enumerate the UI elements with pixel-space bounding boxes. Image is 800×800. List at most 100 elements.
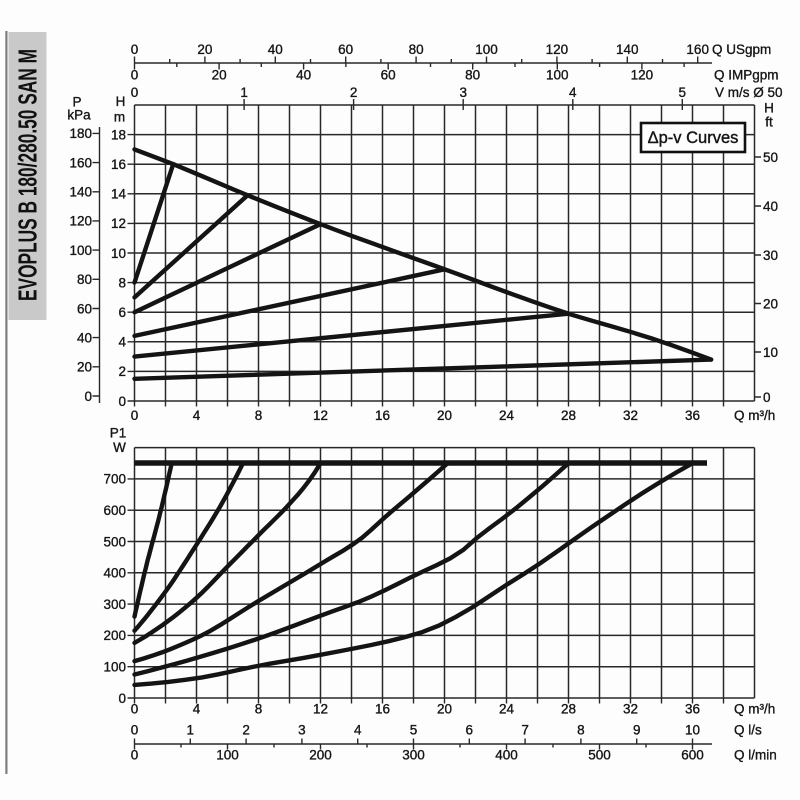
- svg-text:P: P: [72, 95, 81, 110]
- svg-text:80: 80: [409, 42, 424, 57]
- svg-text:Q m³/h: Q m³/h: [734, 408, 775, 423]
- svg-text:24: 24: [499, 408, 515, 423]
- svg-text:3: 3: [459, 85, 467, 100]
- svg-text:5: 5: [410, 723, 418, 738]
- svg-text:100: 100: [69, 243, 92, 258]
- svg-text:500: 500: [103, 534, 126, 549]
- svg-text:20: 20: [437, 702, 452, 717]
- svg-text:120: 120: [69, 214, 92, 229]
- svg-text:24: 24: [499, 702, 515, 717]
- svg-text:600: 600: [103, 503, 126, 518]
- svg-text:2: 2: [242, 723, 250, 738]
- svg-text:16: 16: [111, 157, 126, 172]
- svg-text:4: 4: [569, 85, 577, 100]
- svg-text:7: 7: [521, 723, 529, 738]
- svg-text:36: 36: [685, 408, 700, 423]
- svg-text:Q USgpm: Q USgpm: [712, 42, 771, 57]
- svg-text:160: 160: [69, 155, 92, 170]
- svg-text:500: 500: [588, 747, 611, 762]
- svg-text:120: 120: [631, 67, 654, 82]
- svg-text:0: 0: [118, 394, 126, 409]
- svg-text:1: 1: [187, 723, 195, 738]
- svg-text:700: 700: [103, 472, 126, 487]
- svg-text:200: 200: [309, 747, 332, 762]
- svg-text:8: 8: [255, 408, 263, 423]
- svg-text:0: 0: [84, 389, 92, 404]
- svg-text:160: 160: [686, 42, 709, 57]
- svg-text:60: 60: [77, 301, 92, 316]
- svg-text:20: 20: [77, 360, 92, 375]
- svg-text:80: 80: [77, 272, 92, 287]
- svg-text:140: 140: [69, 185, 92, 200]
- svg-text:140: 140: [616, 42, 639, 57]
- svg-text:1: 1: [240, 85, 248, 100]
- svg-text:300: 300: [103, 597, 126, 612]
- svg-text:16: 16: [375, 408, 390, 423]
- svg-text:30: 30: [763, 248, 778, 263]
- svg-text:100: 100: [216, 747, 239, 762]
- svg-text:4: 4: [193, 408, 201, 423]
- svg-text:H: H: [764, 101, 774, 116]
- svg-text:4: 4: [118, 335, 126, 350]
- svg-text:P1: P1: [110, 426, 127, 441]
- svg-text:20: 20: [197, 42, 212, 57]
- svg-text:120: 120: [546, 42, 569, 57]
- svg-text:50: 50: [763, 150, 778, 165]
- svg-text:0: 0: [131, 408, 139, 423]
- svg-text:100: 100: [475, 42, 498, 57]
- svg-text:60: 60: [381, 67, 396, 82]
- svg-text:40: 40: [77, 330, 92, 345]
- svg-text:28: 28: [561, 702, 576, 717]
- svg-text:28: 28: [561, 408, 576, 423]
- svg-text:20: 20: [212, 67, 227, 82]
- svg-text:ft: ft: [765, 115, 773, 130]
- svg-text:40: 40: [268, 42, 283, 57]
- svg-text:0: 0: [131, 747, 139, 762]
- svg-text:10: 10: [763, 345, 778, 360]
- svg-text:kPa: kPa: [67, 108, 91, 123]
- svg-text:4: 4: [193, 702, 201, 717]
- svg-text:400: 400: [495, 747, 518, 762]
- svg-text:Q l/s: Q l/s: [734, 723, 762, 738]
- svg-text:V m/s Ø 50: V m/s Ø 50: [715, 85, 783, 100]
- svg-text:2: 2: [350, 85, 358, 100]
- svg-text:9: 9: [633, 723, 641, 738]
- svg-text:10: 10: [111, 246, 126, 261]
- svg-text:8: 8: [577, 723, 585, 738]
- svg-text:0: 0: [131, 723, 139, 738]
- svg-text:100: 100: [103, 660, 126, 675]
- svg-text:200: 200: [103, 628, 126, 643]
- svg-text:400: 400: [103, 566, 126, 581]
- svg-text:Q m³/h: Q m³/h: [734, 702, 775, 717]
- svg-text:80: 80: [465, 67, 480, 82]
- svg-text:12: 12: [313, 408, 328, 423]
- svg-text:0: 0: [763, 390, 771, 405]
- svg-text:Q l/min: Q l/min: [734, 747, 777, 762]
- svg-text:32: 32: [623, 408, 638, 423]
- svg-text:2: 2: [118, 364, 126, 379]
- svg-text:60: 60: [338, 42, 353, 57]
- svg-text:300: 300: [402, 747, 425, 762]
- svg-text:0: 0: [131, 42, 139, 57]
- svg-text:5: 5: [679, 85, 687, 100]
- svg-text:0: 0: [131, 85, 139, 100]
- svg-text:36: 36: [685, 702, 700, 717]
- svg-text:14: 14: [111, 187, 127, 202]
- svg-text:W: W: [113, 440, 126, 455]
- svg-text:H: H: [116, 94, 126, 109]
- svg-text:20: 20: [437, 408, 452, 423]
- svg-text:20: 20: [763, 296, 778, 311]
- svg-text:12: 12: [111, 216, 126, 231]
- svg-text:6: 6: [118, 305, 126, 320]
- svg-text:40: 40: [763, 199, 778, 214]
- svg-text:8: 8: [255, 702, 263, 717]
- svg-text:180: 180: [69, 126, 92, 141]
- svg-text:8: 8: [118, 275, 126, 290]
- svg-text:4: 4: [354, 723, 362, 738]
- svg-text:32: 32: [623, 702, 638, 717]
- svg-text:0: 0: [131, 67, 139, 82]
- svg-text:10: 10: [685, 723, 700, 738]
- svg-text:16: 16: [375, 702, 390, 717]
- svg-text:0: 0: [118, 691, 126, 706]
- svg-text:40: 40: [296, 67, 311, 82]
